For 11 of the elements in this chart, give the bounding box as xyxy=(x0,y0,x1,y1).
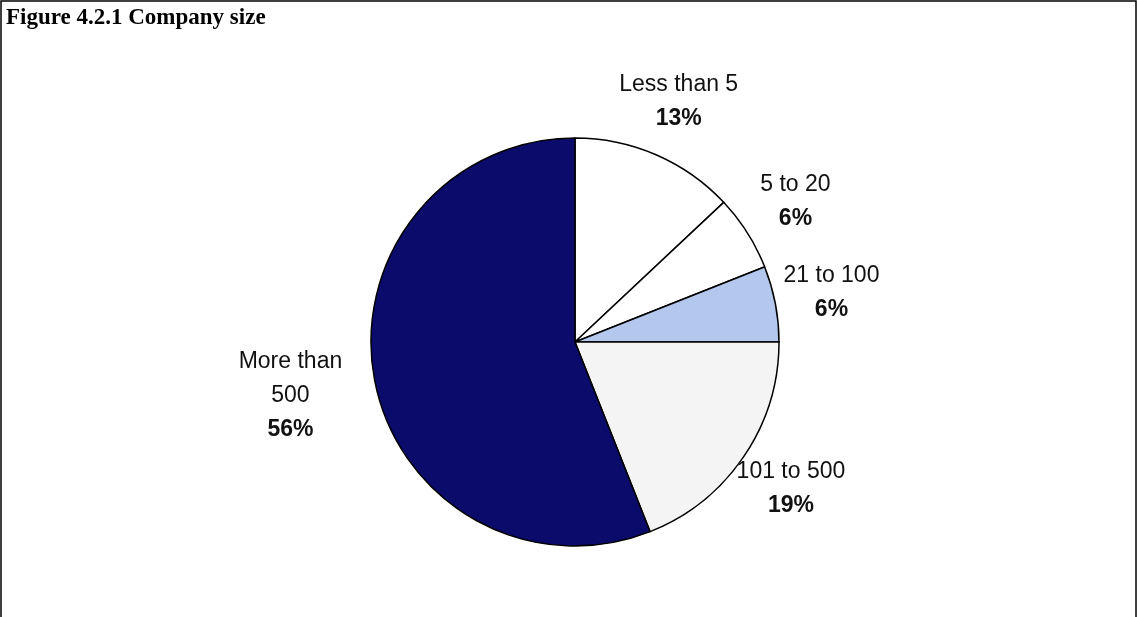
data-label: 19% xyxy=(767,490,814,517)
slice-label: 21 to 100 xyxy=(783,261,880,288)
data-label: 56% xyxy=(267,415,314,442)
slice-label: 101 to 500 xyxy=(736,456,846,483)
chart-title: Figure 4.2.1 Company size xyxy=(6,4,266,29)
data-label: 6% xyxy=(778,204,813,231)
slice-label: 5 to 20 xyxy=(760,170,831,197)
slice-label: More than 500 xyxy=(238,347,343,408)
data-label: 6% xyxy=(814,295,849,322)
slice-label: Less than 5 xyxy=(619,70,739,97)
data-label: 13% xyxy=(655,104,702,131)
